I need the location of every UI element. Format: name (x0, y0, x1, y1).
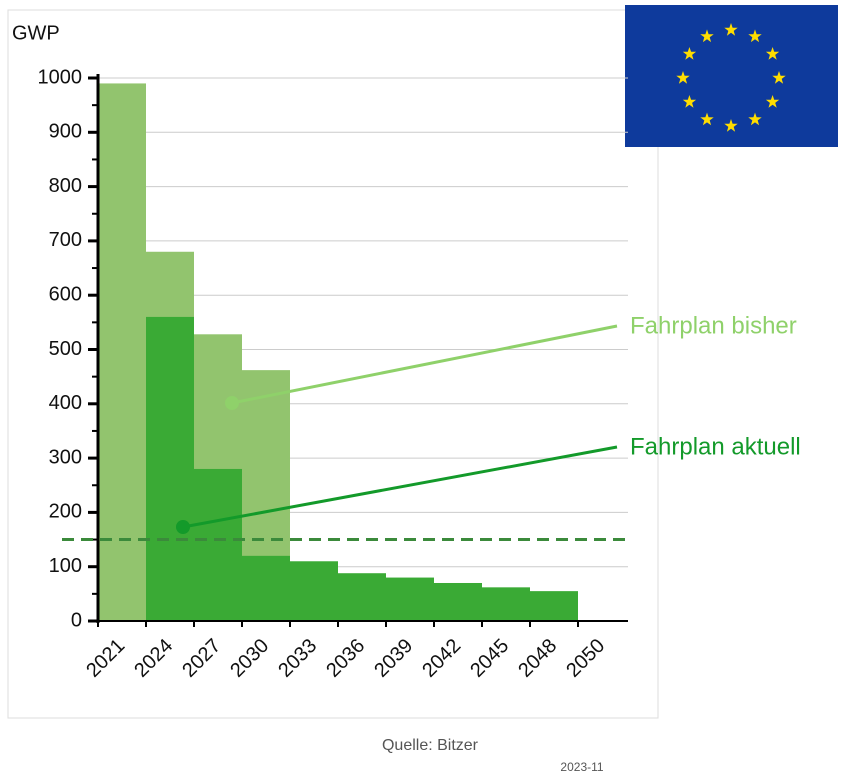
y-tick-label: 0 (71, 609, 82, 631)
flag-star (676, 71, 690, 84)
y-tick-label: 700 (49, 229, 82, 251)
flag-star (724, 23, 738, 36)
y-tick-label: 1000 (38, 66, 83, 88)
y-tick-label: 800 (49, 175, 82, 197)
x-tick-label: 2036 (322, 635, 369, 682)
x-tick-label: 2021 (82, 635, 129, 682)
flag-star (748, 112, 762, 126)
x-tick-label: 2045 (466, 635, 513, 682)
x-tick-label: 2033 (274, 635, 321, 682)
flag-star (724, 119, 738, 132)
flag-star (682, 95, 697, 108)
source: Quelle: Bitzer (382, 737, 479, 754)
flag-star (682, 47, 697, 60)
x-tick-label: 2030 (226, 635, 273, 682)
x-tick-label: 2039 (370, 635, 417, 682)
legend-label: Fahrplan aktuell (630, 433, 801, 460)
y-tick-label: 500 (49, 338, 82, 360)
x-tick-label: 2050 (562, 635, 609, 682)
step-bar (482, 587, 530, 621)
y-tick-label: 300 (49, 446, 82, 468)
flag-star (772, 71, 786, 84)
step-bar (194, 468, 242, 621)
callout-dot (225, 396, 239, 410)
y-tick-label: 900 (49, 121, 82, 143)
callout-line (182, 445, 618, 529)
step-bar (434, 582, 482, 621)
x-tick-label: 2024 (130, 635, 177, 682)
flag-star (765, 47, 780, 60)
x-tick-label: 2027 (178, 635, 225, 682)
step-bar (98, 83, 146, 622)
frame (7, 9, 659, 719)
date: 2023-11 (560, 760, 603, 774)
y-tick-label: 600 (49, 283, 82, 305)
step-bar (290, 561, 338, 621)
flag-star (748, 29, 762, 43)
flag-star (700, 29, 714, 43)
step-bar (530, 591, 578, 621)
callout-line (231, 324, 618, 405)
flag-star (700, 112, 714, 126)
callout-dot (176, 520, 190, 534)
y-tick-label: 400 (49, 392, 82, 414)
y-tick-label: 100 (49, 555, 82, 577)
step-bar (242, 555, 290, 621)
x-tick-label: 2042 (418, 635, 465, 682)
step-bar (338, 573, 386, 621)
step-bar (146, 316, 194, 621)
y-axis-label: GWP (12, 22, 60, 44)
flag-star (765, 95, 780, 108)
y-tick-label: 200 (49, 501, 82, 523)
legend-label: Fahrplan bisher (630, 312, 797, 339)
x-tick-label: 2048 (514, 635, 561, 682)
step-bar (386, 577, 434, 621)
